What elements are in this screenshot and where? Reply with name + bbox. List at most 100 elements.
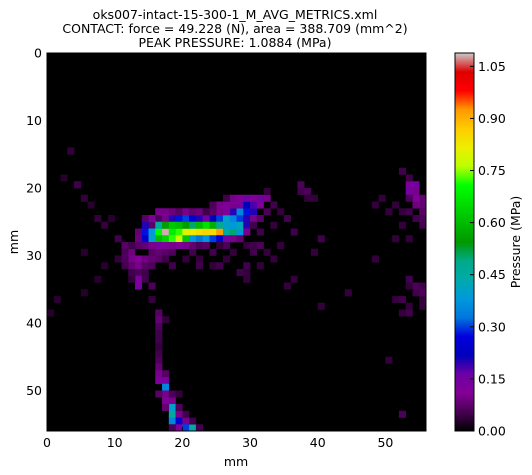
heatmap-cell [310,248,319,256]
heatmap-cell [148,228,156,236]
heatmap-cell [182,242,190,250]
heatmap-cell [189,417,197,425]
y-tick-label: 10 [26,113,42,128]
heatmap-cell [168,390,176,398]
heatmap-cell [189,235,197,243]
heatmap-cell [216,208,224,216]
heatmap-cell [412,194,420,202]
heatmap-cell [236,215,244,223]
heatmap-cell [243,242,251,250]
colorbar-ticks: 0.00 0.15 0.30 0.45 0.60 0.75 0.90 1.05 [470,59,506,439]
heatmap-cell [128,242,136,250]
heatmap-cell [168,397,176,405]
heatmap-cell [222,201,231,209]
heatmap-cell [263,188,271,196]
heatmap-cell [189,208,197,216]
heatmap-cell [134,269,143,277]
heatmap-cell [405,235,413,243]
heatmap-cell [256,262,264,270]
heatmap-cell [168,208,176,216]
heatmap-cell [412,188,420,196]
heatmap-cell [222,208,231,216]
colorbar [454,52,475,432]
heatmap-cell [378,194,386,202]
heatmap-cell [168,417,176,425]
heatmap-cell [189,248,197,256]
heatmap-cell [141,242,149,250]
heatmap-cell [168,228,176,236]
heatmap-cell [209,201,217,209]
heatmap-cell [392,201,400,209]
heatmap-cell [202,221,210,229]
heatmap-cell [87,201,95,209]
heatmap-cell [155,228,163,236]
heatmap-cell [270,221,278,229]
heatmap-cell [405,208,413,216]
heatmap-cell [398,296,406,304]
heatmap-cell [162,404,170,412]
heatmap-cell [290,228,298,236]
heatmap-cell [405,282,413,290]
heatmap-cell [195,262,203,270]
y-axis-ticks: 0 10 20 30 40 50 [26,46,426,398]
heatmap-cell [202,228,210,236]
heatmap-cell [141,262,149,270]
heatmap-cell [134,242,143,250]
heatmap-cell [243,221,251,229]
heatmap-cell [405,188,413,196]
heatmap-cell [141,255,149,263]
heatmap-cell [162,390,170,398]
heatmap-cell [229,221,237,229]
heatmap-cell [283,215,291,223]
heatmap-cell [216,221,224,229]
heatmap-cell [236,208,244,216]
heatmap-cell [419,221,427,229]
heatmap-cell [250,194,258,202]
heatmap-cell [134,255,143,263]
heatmap-cell [80,248,88,256]
heatmap-cell [412,215,420,223]
x-axis-ticks: 0 10 20 30 40 50 [43,53,393,450]
heatmap-cell [107,215,115,223]
heatmap-cell [175,208,183,216]
heatmap-cell [270,255,278,263]
heatmap-cell [134,262,143,270]
heatmap-cell [168,221,176,229]
heatmap-cell [398,208,406,216]
chart-title-line-2: CONTACT: force = 49.228 (N), area = 388.… [62,21,408,36]
heatmap-cell [222,255,231,263]
heatmap-cell [236,221,244,229]
heatmap-cell [80,194,88,202]
heatmap-cell [304,188,312,196]
heatmap-cell [182,410,190,418]
heatmap-cell [168,404,176,412]
heatmap-cell [405,181,413,189]
heatmap-cell [412,201,420,209]
heatmap-cell [371,201,379,209]
heatmap-cell [162,221,170,229]
heatmap-cell [182,221,190,229]
heatmap-cell [128,262,136,270]
y-tick-label: 50 [26,383,42,398]
heatmap-cell [155,242,163,250]
heatmap-cell [256,215,264,223]
heatmap-cell [189,228,197,236]
heatmap-cell [195,228,203,236]
heatmap-cell [243,228,251,236]
heatmap-cell [209,248,217,256]
heatmap-cell [155,215,163,223]
heatmap-cell [317,302,325,310]
heatmap-cell [155,363,163,371]
heatmap-cell [162,316,170,324]
heatmap-cell [419,201,427,209]
heatmap-cell [419,194,427,202]
heatmap-cell [175,215,183,223]
heatmap-cell [162,383,170,391]
heatmap-cell [222,228,231,236]
heatmap-cell [209,221,217,229]
heatmap-cell [419,296,427,304]
heatmap-cell [175,235,183,243]
heatmap-cell [134,275,143,283]
heatmap-cell [222,235,231,243]
heatmap-cell [101,221,109,229]
